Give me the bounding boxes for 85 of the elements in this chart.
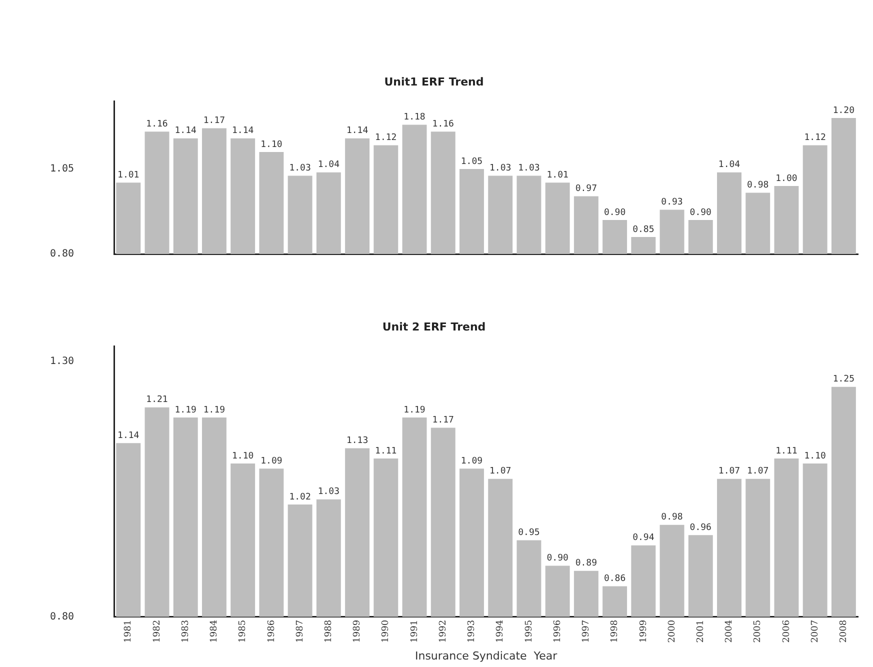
data-label: 1.12 — [375, 133, 397, 144]
x-tick-label: 1997 — [582, 620, 592, 643]
data-label: 1.09 — [460, 456, 483, 467]
x-tick-label: 2005 — [753, 620, 764, 643]
x-tick-label: 1983 — [180, 620, 191, 643]
x-tick-label: 1995 — [524, 620, 534, 643]
data-label: 1.04 — [718, 160, 740, 170]
x-tick-label: 1982 — [152, 620, 162, 643]
x-tick-label: 1991 — [410, 620, 420, 643]
data-label: 1.03 — [318, 487, 340, 498]
data-label: 1.17 — [432, 416, 454, 426]
data-label: 1.19 — [203, 405, 226, 416]
x-tick-label: 1999 — [638, 620, 649, 643]
x-tick-label: 2007 — [810, 620, 820, 643]
data-label: 1.12 — [804, 133, 826, 144]
data-label: 1.10 — [804, 451, 826, 462]
data-label: 1.07 — [718, 466, 740, 477]
x-tick-label: 1986 — [266, 620, 277, 643]
data-label: 0.98 — [747, 180, 769, 191]
data-label: 0.89 — [575, 558, 598, 569]
data-label: 1.01 — [546, 170, 568, 180]
data-label: 0.90 — [546, 554, 568, 564]
data-label: 1.14 — [118, 430, 140, 441]
x-tick-label: 1993 — [467, 620, 478, 643]
data-label: 1.04 — [318, 160, 340, 170]
data-label: 1.20 — [832, 106, 855, 116]
x-tick-label: 1987 — [295, 620, 306, 643]
x-tick-label: 1996 — [552, 620, 563, 643]
data-label: 1.19 — [174, 405, 196, 416]
x-tick-label: 1981 — [124, 620, 134, 643]
data-label: 0.95 — [518, 528, 540, 538]
x-tick-label: 2006 — [782, 620, 792, 643]
y-tick-label: 0.80 — [50, 611, 74, 622]
data-label: 1.25 — [832, 374, 855, 385]
data-label: 0.97 — [575, 184, 598, 194]
data-label: 1.21 — [146, 395, 168, 406]
data-label: 1.05 — [460, 156, 483, 167]
data-label: 1.16 — [432, 119, 454, 130]
data-label: 1.00 — [776, 174, 798, 184]
x-tick-label: 2000 — [667, 620, 678, 643]
data-label: 1.11 — [776, 446, 798, 456]
data-label: 1.13 — [346, 436, 368, 446]
chart-title: Unit 2 ERF Trend — [382, 320, 486, 334]
data-label: 1.14 — [174, 126, 196, 136]
data-label: 1.03 — [518, 164, 540, 174]
data-label: 0.90 — [690, 208, 712, 218]
x-tick-label: 1985 — [238, 620, 248, 643]
data-label: 0.98 — [661, 512, 683, 523]
data-label: 1.07 — [490, 466, 512, 477]
x-tick-label: 2004 — [724, 620, 735, 643]
data-label: 0.85 — [632, 224, 654, 235]
data-label: 1.03 — [490, 164, 512, 174]
data-label: 1.09 — [260, 456, 282, 467]
data-label: 1.14 — [232, 126, 254, 136]
data-label: 1.18 — [404, 112, 426, 123]
data-label: 0.94 — [632, 533, 654, 544]
data-label: 1.19 — [404, 405, 426, 416]
y-tick-label: 0.80 — [50, 248, 74, 260]
data-label: 1.14 — [346, 126, 368, 136]
data-label: 0.96 — [690, 522, 712, 533]
x-tick-label: 1998 — [610, 620, 620, 643]
data-label: 0.86 — [604, 574, 626, 584]
x-tick-label: 1992 — [438, 620, 448, 643]
data-label: 1.10 — [232, 451, 254, 462]
data-label: 1.11 — [375, 446, 397, 456]
y-tick-label: 1.05 — [50, 164, 74, 175]
data-label: 1.10 — [260, 140, 282, 150]
y-tick-label: 1.30 — [50, 356, 74, 367]
x-tick-label: 1988 — [324, 620, 334, 643]
data-label: 1.07 — [747, 466, 769, 477]
x-tick-label: 1984 — [210, 620, 220, 643]
data-label: 1.17 — [203, 116, 226, 126]
x-tick-label: 2008 — [839, 620, 850, 643]
data-label: 1.16 — [146, 119, 168, 130]
data-label: 0.93 — [661, 198, 683, 208]
chart-title: Unit1 ERF Trend — [384, 75, 484, 88]
x-tick-label: 1994 — [496, 620, 506, 643]
x-tick-label: 1989 — [352, 620, 363, 643]
x-tick-label: 2001 — [696, 620, 706, 643]
data-label: 1.01 — [118, 170, 140, 180]
data-label: 1.03 — [289, 164, 311, 174]
data-label: 1.02 — [289, 492, 311, 502]
data-label: 0.90 — [604, 208, 626, 218]
x-tick-label: 1990 — [381, 620, 392, 643]
x-axis-title: Insurance Syndicate Year — [414, 649, 558, 662]
